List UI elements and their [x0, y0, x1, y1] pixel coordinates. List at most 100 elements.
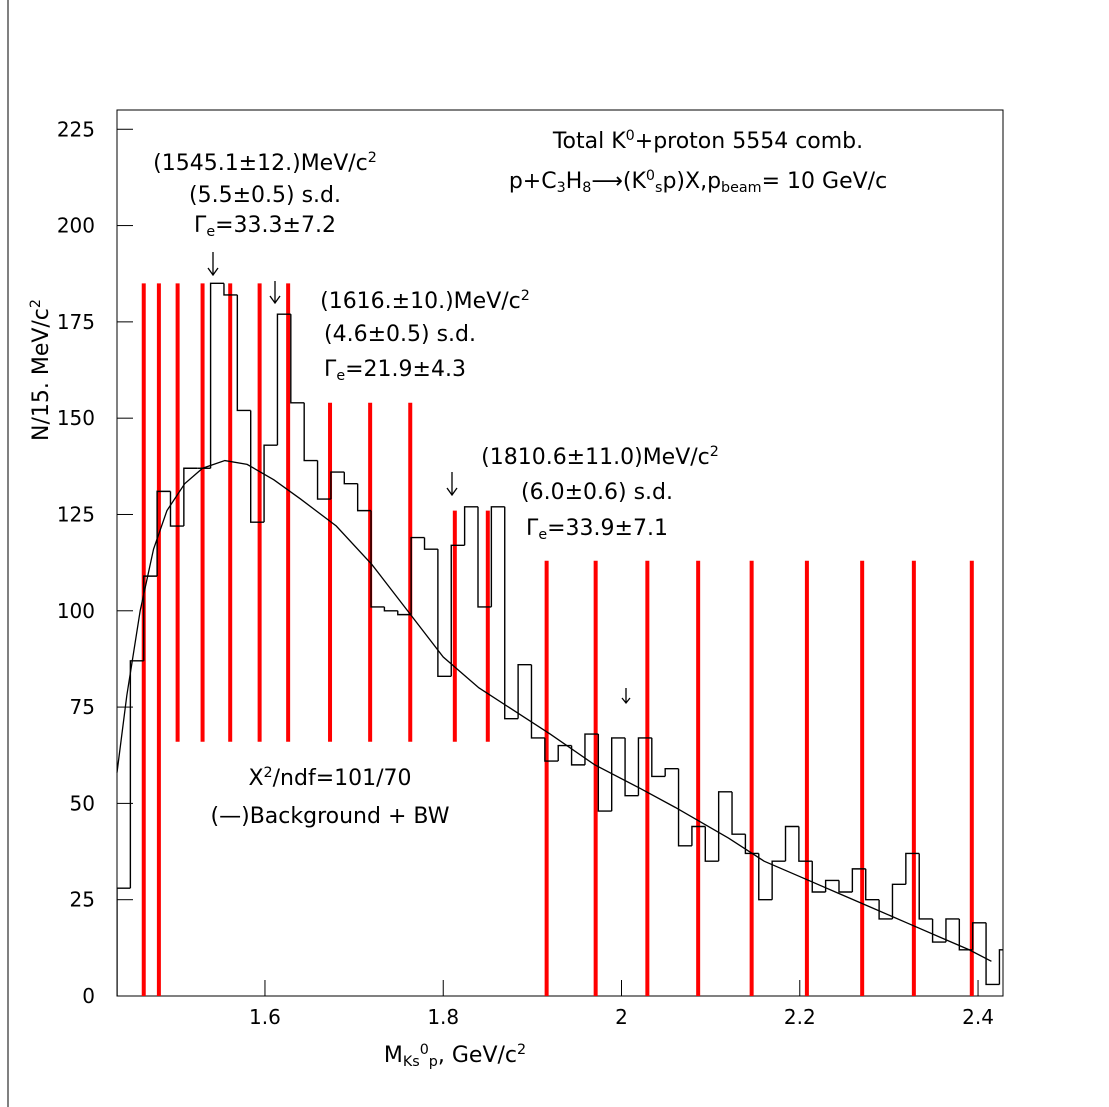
text-run: +proton 5554 comb.	[635, 129, 863, 154]
text-run: p)X,p	[662, 169, 721, 194]
text-run: (—)Background + BW	[211, 804, 450, 829]
text-run: 0	[626, 128, 635, 144]
text-run: e	[538, 527, 547, 543]
x-tick-label: 1.6	[249, 1005, 281, 1029]
histogram-bin	[303, 402, 318, 462]
histogram-bin	[183, 467, 198, 527]
histogram-bin	[651, 737, 666, 778]
text-run: p	[429, 1054, 438, 1070]
text-run: (1810.6±11.0)MeV/c	[481, 445, 710, 470]
histogram-bin	[504, 506, 519, 720]
text-run: p+C	[509, 169, 557, 194]
arrow	[446, 472, 458, 497]
histogram-bin	[383, 606, 398, 612]
histogram-bin	[570, 745, 585, 766]
histogram-bin	[784, 825, 799, 862]
histogram-bin	[677, 768, 692, 847]
histogram-bin	[450, 544, 465, 677]
histogram-bin	[704, 826, 719, 862]
y-tick-label: 50	[70, 791, 95, 815]
histogram-bin	[530, 664, 545, 739]
histogram-bin	[143, 575, 158, 661]
plot-area	[117, 282, 1003, 996]
histogram-bin	[798, 826, 813, 862]
histogram-bin	[263, 444, 278, 523]
histogram-bin	[437, 549, 452, 677]
x-tick-label: 2	[615, 1005, 628, 1029]
text-run: 2	[264, 765, 273, 781]
plot-frame	[116, 109, 1004, 997]
histogram-bin	[209, 282, 224, 469]
text-run: =21.9±4.3	[345, 357, 466, 382]
text-run: Γ	[324, 357, 337, 382]
histogram-bin	[758, 853, 773, 901]
histogram-bin	[610, 737, 626, 812]
histogram-bin	[931, 918, 946, 943]
histogram-bin	[998, 949, 1003, 985]
annotation: (4.6±0.5) s.d.	[324, 322, 476, 347]
text-run: X	[248, 766, 263, 791]
chart-subtitle: p+C3H8⟶(K0sp)X,pbeam= 10 GeV/c	[509, 168, 887, 195]
text-run: Γ	[526, 516, 539, 541]
annotation: Γe=33.9±7.1	[526, 516, 668, 543]
annotation: Γe=33.3±7.2	[194, 213, 336, 240]
histogram-bin	[370, 510, 385, 608]
histogram-bin	[410, 536, 425, 615]
histogram-bin	[971, 922, 987, 950]
histogram-bin	[985, 922, 1000, 986]
histogram-bin	[945, 918, 960, 943]
text-run: /ndf=101/70	[273, 766, 412, 791]
y-tick-label: 25	[70, 888, 95, 912]
text-run: =33.3±7.2	[215, 213, 336, 238]
histogram-bin	[584, 733, 599, 765]
text-run: (1616.±10.)MeV/c	[320, 289, 521, 314]
annotation: (—)Background + BW	[211, 804, 450, 829]
y-tick-label: 100	[57, 599, 95, 623]
text-run: Total K	[552, 129, 626, 154]
text-run: (1545.1±12.)MeV/c	[153, 151, 368, 176]
text-run: 2	[521, 288, 530, 304]
annotation: (1810.6±11.0)MeV/c2	[481, 444, 719, 470]
histogram-bin	[330, 471, 345, 500]
histogram-bin	[851, 868, 866, 892]
text-run: 0	[646, 168, 655, 184]
histogram-bin	[878, 899, 893, 920]
y-tick-label: 125	[57, 502, 95, 526]
histogram-bin	[343, 472, 358, 485]
text-run: M	[384, 1043, 403, 1068]
histogram-bin	[771, 860, 786, 900]
histogram-bin	[637, 737, 652, 796]
histogram-bin	[477, 506, 492, 608]
fit-curve	[116, 459, 992, 962]
text-run: ⟶(K	[591, 169, 646, 194]
histogram-bin	[169, 491, 184, 527]
annotation: (1545.1±12.)MeV/c2	[153, 150, 377, 176]
histogram-bin	[918, 853, 933, 920]
text-run: 2	[28, 299, 44, 308]
histogram-bin	[156, 490, 171, 577]
text-run: =33.9±7.1	[547, 516, 668, 541]
y-tick-label: 0	[82, 984, 95, 1008]
y-tick-label: 150	[57, 406, 95, 430]
histogram-bin	[423, 537, 438, 550]
histogram-bin	[731, 791, 746, 835]
histogram-bin	[905, 852, 920, 885]
arrow	[269, 281, 281, 305]
text-run: 0	[420, 1042, 429, 1058]
text-run: = 10 GeV/c	[762, 169, 888, 194]
histogram-bin	[624, 737, 639, 797]
x-tick-label: 2.2	[784, 1005, 816, 1029]
histogram-bin	[811, 861, 826, 893]
text-run: Ks	[403, 1054, 420, 1070]
annotation: (5.5±0.5) s.d.	[189, 183, 341, 208]
text-run: (6.0±0.6) s.d.	[521, 480, 673, 505]
histogram-bin	[129, 660, 144, 889]
text-run: (5.5±0.5) s.d.	[189, 183, 341, 208]
text-run: 8	[582, 180, 591, 196]
text-run: 3	[557, 180, 566, 196]
annotation: X2/ndf=101/70	[248, 765, 411, 791]
peak-arrows	[207, 252, 631, 705]
histogram-bin	[397, 610, 412, 616]
text-run: e	[206, 224, 215, 240]
